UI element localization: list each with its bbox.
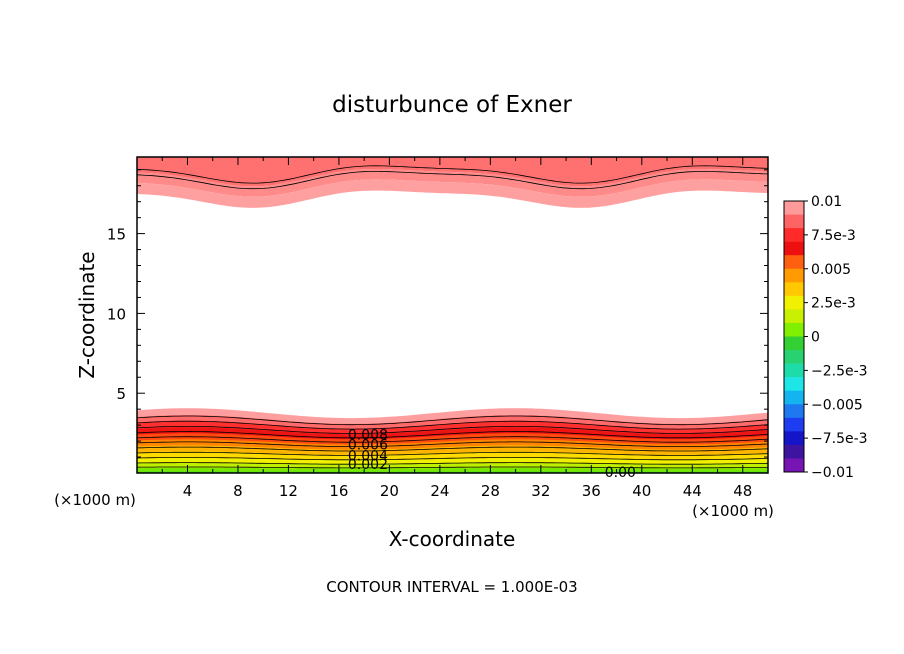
chart-title: disturbunce of Exner bbox=[332, 92, 572, 118]
upper-band bbox=[137, 169, 768, 197]
x-tick-label: 32 bbox=[531, 482, 550, 500]
y-tick-label: 10 bbox=[107, 305, 126, 323]
colorbar-swatch bbox=[784, 295, 804, 310]
colorbar-label: 0.005 bbox=[811, 262, 851, 278]
x-tick-labels: 4 8 12 16 20 24 28 32 36 40 44 48 bbox=[183, 482, 753, 500]
colorbar-swatch bbox=[784, 431, 804, 446]
colorbar-swatch bbox=[784, 309, 804, 324]
contour-line bbox=[137, 431, 768, 439]
axis-ticks bbox=[137, 157, 768, 473]
x-axis-label: X-coordinate bbox=[389, 527, 516, 551]
contour-line bbox=[137, 171, 768, 190]
x-unit-left: (×1000 m) bbox=[54, 491, 136, 509]
upper-band bbox=[137, 157, 768, 187]
contour-label: 0.002 bbox=[348, 457, 388, 473]
colorbar-swatch bbox=[784, 282, 804, 297]
contour-line bbox=[137, 441, 768, 447]
colorbar-label: −7.5e-3 bbox=[811, 431, 868, 447]
plot-frame bbox=[136, 156, 769, 474]
contour-line bbox=[137, 165, 768, 184]
y-axis-label: Z-coordinate bbox=[75, 251, 99, 378]
colorbar-label: −2.5e-3 bbox=[811, 363, 868, 379]
contour-line bbox=[137, 451, 768, 456]
x-tick-label: 44 bbox=[683, 482, 702, 500]
x-unit-right: (×1000 m) bbox=[692, 502, 774, 520]
colorbar-swatch bbox=[784, 417, 804, 432]
colorbar-swatch bbox=[784, 336, 804, 351]
colorbar-swatch bbox=[784, 458, 804, 473]
x-tick-label: 48 bbox=[733, 482, 752, 500]
colorbar bbox=[784, 201, 804, 473]
colorbar-label: 2.5e-3 bbox=[811, 296, 856, 312]
colorbar-swatch bbox=[784, 322, 804, 337]
x-tick-label: 40 bbox=[632, 482, 651, 500]
colorbar-swatch bbox=[784, 404, 804, 419]
x-tick-label: 12 bbox=[279, 482, 298, 500]
colorbar-label: 0 bbox=[811, 330, 820, 346]
y-tick-labels: 5 10 15 bbox=[107, 226, 126, 404]
colorbar-swatch bbox=[784, 377, 804, 391]
colorbar-label: −0.005 bbox=[811, 397, 863, 413]
contour-lines bbox=[137, 165, 768, 469]
colorbar-swatch bbox=[784, 255, 804, 270]
colorbar-label: −0.01 bbox=[811, 465, 854, 481]
x-tick-label: 28 bbox=[481, 482, 500, 500]
contour-line bbox=[137, 457, 768, 461]
colorbar-swatch bbox=[784, 241, 804, 256]
contour-interval-footer: CONTOUR INTERVAL = 1.000E-03 bbox=[326, 578, 577, 596]
colorbar-label: 0.01 bbox=[811, 194, 842, 210]
contour-label: 0.006 bbox=[348, 437, 388, 453]
colorbar-swatch bbox=[784, 390, 804, 405]
contour-line bbox=[137, 462, 768, 465]
contour-line bbox=[137, 420, 768, 430]
colorbar-swatch bbox=[784, 201, 804, 215]
y-tick-label: 15 bbox=[107, 226, 126, 244]
colorbar-swatch bbox=[784, 214, 804, 229]
contour-line bbox=[137, 415, 768, 426]
contour-line bbox=[137, 426, 768, 434]
x-tick-label: 24 bbox=[430, 482, 449, 500]
x-tick-label: 8 bbox=[233, 482, 243, 500]
y-tick-label: 5 bbox=[116, 385, 126, 403]
colorbar-swatch bbox=[784, 228, 804, 242]
contour-label: 0.004 bbox=[348, 448, 388, 464]
contour-line bbox=[137, 436, 768, 443]
contour-label: 0.008 bbox=[348, 428, 388, 444]
colorbar-labels: 0.01 7.5e-3 0.005 2.5e-3 0 −2.5e-3 −0.005 −7.5e… bbox=[804, 194, 868, 481]
colorbar-swatch bbox=[784, 363, 804, 378]
colorbar-swatch bbox=[784, 350, 804, 364]
x-tick-label: 36 bbox=[582, 482, 601, 500]
colorbar-swatch bbox=[784, 268, 804, 283]
x-tick-label: 16 bbox=[329, 482, 348, 500]
upper-band bbox=[137, 179, 768, 208]
x-tick-label: 4 bbox=[183, 482, 193, 500]
contour-line bbox=[137, 446, 768, 452]
upper-contour-bands bbox=[137, 157, 768, 208]
x-tick-label: 20 bbox=[380, 482, 399, 500]
colorbar-swatch bbox=[784, 444, 804, 459]
colorbar-label: 7.5e-3 bbox=[811, 228, 856, 244]
contour-line bbox=[137, 466, 768, 469]
